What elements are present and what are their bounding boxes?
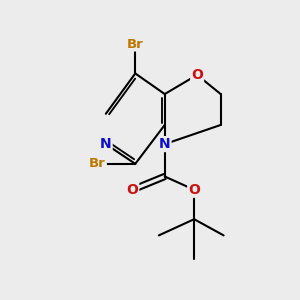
Text: O: O bbox=[126, 183, 138, 197]
Text: O: O bbox=[188, 183, 200, 197]
Text: O: O bbox=[191, 68, 203, 82]
Text: Br: Br bbox=[89, 157, 106, 170]
Text: N: N bbox=[100, 137, 112, 151]
Text: N: N bbox=[159, 137, 170, 151]
Text: Br: Br bbox=[127, 38, 144, 50]
